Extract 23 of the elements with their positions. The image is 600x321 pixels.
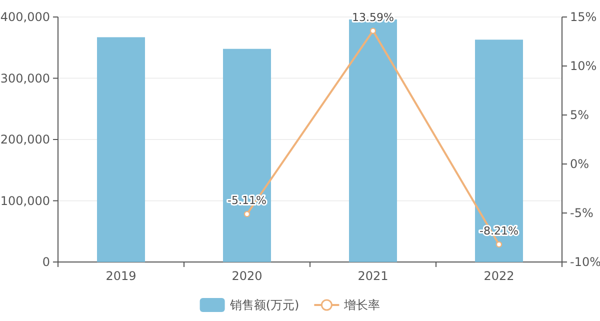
y2-tick-label: -10% (570, 255, 600, 269)
y-tick-label: 100,000 (0, 194, 50, 208)
y2-tick-label: 15% (570, 10, 597, 24)
x-tick-label: 2021 (358, 269, 388, 283)
bar (223, 48, 271, 262)
point (496, 241, 502, 248)
y2-tick-label: 5% (570, 108, 590, 122)
y-tick-label: 400,000 (0, 10, 50, 24)
x-tick-label: 2020 (232, 269, 262, 283)
y-tick-label: 0 (42, 255, 50, 269)
y-tick-label: 200,000 (0, 132, 50, 146)
y-tick-label: 300,000 (0, 71, 50, 86)
bar (97, 37, 145, 262)
legend-label: 销售额(万元) (228, 298, 300, 312)
y2-tick-label: 10% (570, 59, 597, 73)
legend-label: 增长率 (343, 298, 380, 312)
x-tick-label: 2022 (484, 269, 514, 283)
y2-tick-label: -5% (570, 206, 594, 220)
bar (475, 40, 523, 262)
y2-tick-label: 0% (570, 157, 590, 171)
point (370, 28, 376, 34)
point (244, 210, 250, 218)
x-tick-label: 2019 (106, 269, 136, 283)
